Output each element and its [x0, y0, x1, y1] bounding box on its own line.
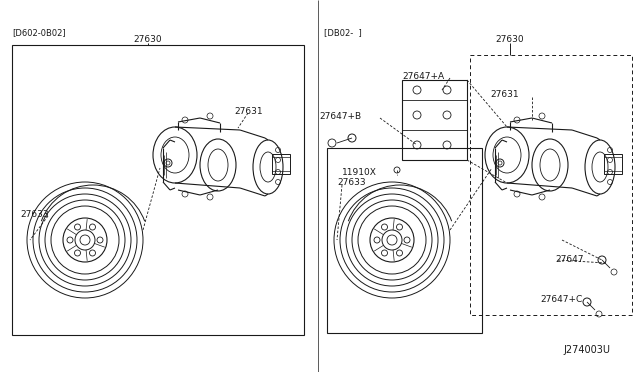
Text: 27633: 27633 [20, 210, 49, 219]
Text: 27630: 27630 [134, 35, 163, 44]
Text: J274003U: J274003U [563, 345, 610, 355]
Bar [470, 55, 632, 315]
Text: 27647: 27647 [555, 255, 584, 264]
Bar [327, 148, 482, 333]
Text: 27647+A: 27647+A [402, 72, 444, 81]
Bar [12, 45, 304, 335]
Text: 11910X: 11910X [342, 168, 377, 177]
Text: 27631: 27631 [234, 107, 262, 116]
Text: 27647+C: 27647+C [540, 295, 582, 304]
Text: [DB02-  ]: [DB02- ] [324, 28, 362, 37]
Bar [272, 154, 290, 174]
Text: 27631: 27631 [490, 90, 518, 99]
Text: 27647+B: 27647+B [319, 112, 361, 121]
Text: 27633: 27633 [337, 178, 365, 187]
Text: [D602-0B02]: [D602-0B02] [12, 28, 66, 37]
Bar [402, 80, 467, 160]
Text: 27630: 27630 [496, 35, 524, 44]
Bar [604, 154, 622, 174]
